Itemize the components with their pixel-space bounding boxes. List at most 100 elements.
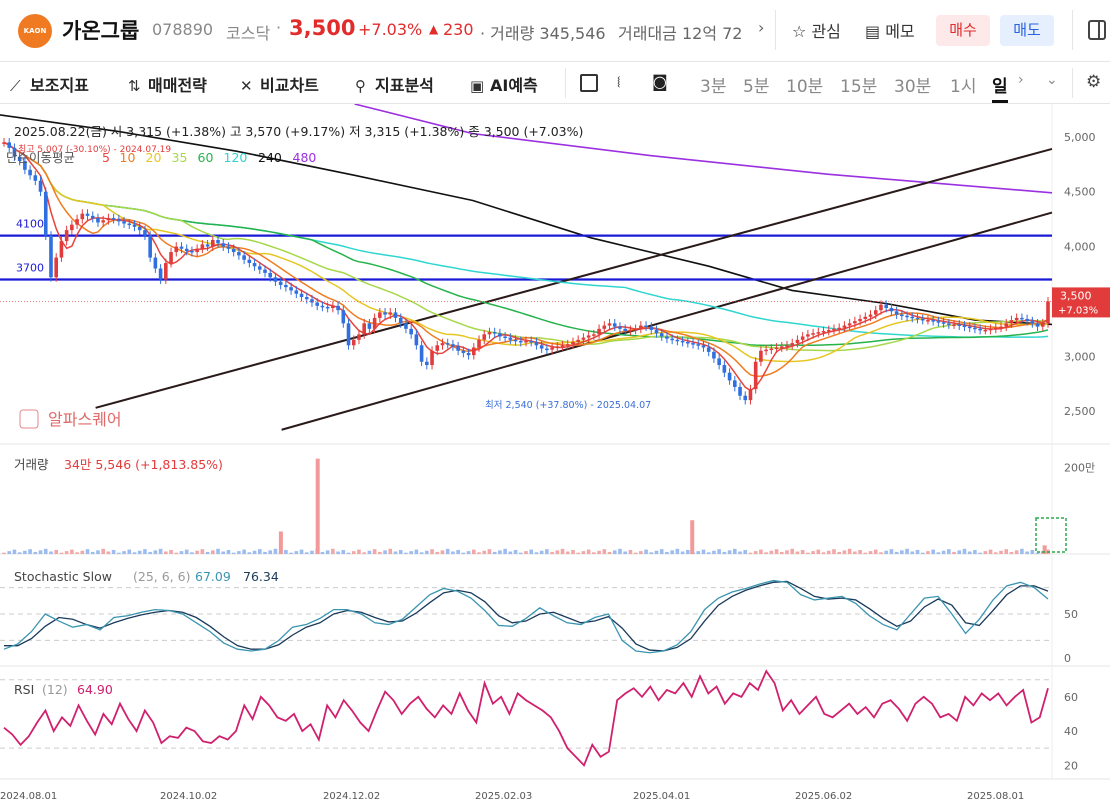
stock-chart[interactable]: 5,0004,5004,0003,5003,0002,500410037003,… (0, 104, 1110, 807)
timeframe-15m[interactable]: 15분 (840, 77, 878, 97)
candle-body (910, 316, 915, 319)
timeframe-1h[interactable]: 1시 (950, 77, 977, 97)
candle-body (926, 320, 930, 322)
volume-bar (712, 550, 716, 554)
volume-bar (190, 552, 194, 554)
timeframe-3m[interactable]: 3분 (700, 77, 727, 97)
watch-button[interactable]: ☆ 관심 (792, 18, 841, 42)
candle-body (12, 147, 17, 157)
candle-body (190, 250, 194, 253)
timeframe-day[interactable]: 일 (992, 72, 1008, 103)
volume-bar (706, 552, 711, 554)
rsi-value: 64.90 (77, 682, 113, 697)
volume-bar (607, 551, 612, 554)
analysis-button[interactable]: ⚲ 지표분석 (355, 72, 434, 96)
price-tick-label: 5,000 (1064, 131, 1096, 144)
volume-bar (649, 552, 654, 554)
analysis-label: 지표분석 (375, 76, 434, 95)
volume-bar (983, 551, 988, 554)
volume-bar (341, 549, 346, 554)
indicators-button[interactable]: ⟋ 보조지표 (10, 72, 89, 96)
volume-bar (195, 550, 199, 554)
volume-bar (774, 549, 779, 554)
volume-bar (1020, 548, 1024, 554)
candle-body (383, 312, 387, 315)
timeframe-30m[interactable]: 30분 (894, 77, 932, 97)
current-price: 3,500 (289, 16, 356, 40)
camera-icon[interactable]: ◙ (652, 72, 668, 91)
candle-body (826, 329, 831, 332)
volume-bar (764, 552, 768, 554)
square-tool-icon[interactable] (580, 74, 598, 92)
volume-bar (680, 551, 685, 554)
volume-bar (64, 551, 69, 554)
ma-legend-120: 120 (224, 150, 248, 165)
volume-bar (153, 550, 158, 554)
candle-type-icon[interactable]: ⧙ (617, 72, 621, 91)
candle-body (649, 326, 654, 330)
candle-body (686, 342, 690, 344)
volume-bar (137, 550, 142, 554)
buy-button[interactable]: 매수 (936, 15, 990, 46)
candle-body (132, 224, 137, 227)
volume-bar (555, 550, 560, 554)
candle-body (811, 333, 815, 335)
candle-body (1025, 318, 1029, 322)
volume-bar (628, 549, 633, 554)
volume-bar (127, 549, 132, 554)
volume-bar (325, 550, 330, 554)
watermark-icon (19, 409, 39, 429)
volume-bar (158, 548, 163, 554)
volume-bar (23, 550, 27, 554)
timeframe-10m[interactable]: 10분 (786, 77, 824, 97)
chevron-down-icon[interactable]: ⌄ (1046, 72, 1058, 88)
sell-button[interactable]: 매도 (1000, 15, 1054, 46)
candle-body (983, 329, 988, 332)
volume-bar (252, 550, 257, 554)
ma240-line (0, 114, 1053, 326)
candle-body (743, 395, 748, 401)
chevron-right-icon[interactable]: › (758, 18, 765, 37)
ma-legend-60: 60 (198, 150, 214, 165)
timeframe-5m[interactable]: 5분 (743, 77, 770, 97)
candle-body (712, 351, 716, 359)
volume-bar (96, 550, 100, 554)
price-tick-label: 2,500 (1064, 405, 1096, 418)
candle-body (879, 304, 883, 311)
volume-label: 거래량 (14, 457, 49, 472)
gear-icon[interactable]: ⚙ (1086, 72, 1102, 92)
candle-body (837, 327, 841, 330)
volume-bar (132, 552, 137, 554)
volume-bar (304, 552, 309, 554)
candle-body (842, 325, 847, 328)
price-tick-label: 3,000 (1064, 350, 1096, 363)
candle-body (790, 343, 795, 346)
volume-bar (498, 550, 502, 554)
support-line-label: 4100 (16, 218, 44, 231)
x-tick-label: 2025.02.03 (475, 791, 532, 802)
volume-bar (33, 551, 38, 554)
stoch-tick-label: 50 (1064, 608, 1078, 621)
strategy-button[interactable]: ⇅ 매매전략 (128, 72, 207, 96)
candle-body (560, 345, 565, 347)
side-panel-icon[interactable] (1088, 20, 1106, 40)
volume-bar (216, 548, 220, 554)
candle-body (257, 266, 262, 270)
volume-spike-bar (1042, 545, 1047, 554)
last-price-tag (1052, 287, 1110, 318)
candle-body (28, 169, 32, 176)
candle-body (195, 248, 199, 253)
ai-predict-button[interactable]: ▣ AI예측 (470, 72, 538, 96)
candle-body (894, 311, 899, 315)
compare-button[interactable]: ✕ 비교차트 (240, 72, 319, 96)
volume-bar (257, 549, 262, 554)
volume-bar (659, 549, 664, 554)
candle-body (111, 218, 116, 220)
memo-button[interactable]: ▤ 메모 (865, 18, 915, 42)
volume-bar (889, 549, 894, 554)
clipboard-icon: ▤ (865, 22, 886, 41)
ma-legend-5: 5 (102, 150, 110, 165)
chevron-right-icon[interactable]: › (1018, 72, 1024, 88)
volume-bar (513, 549, 518, 554)
candle-body (336, 305, 340, 311)
